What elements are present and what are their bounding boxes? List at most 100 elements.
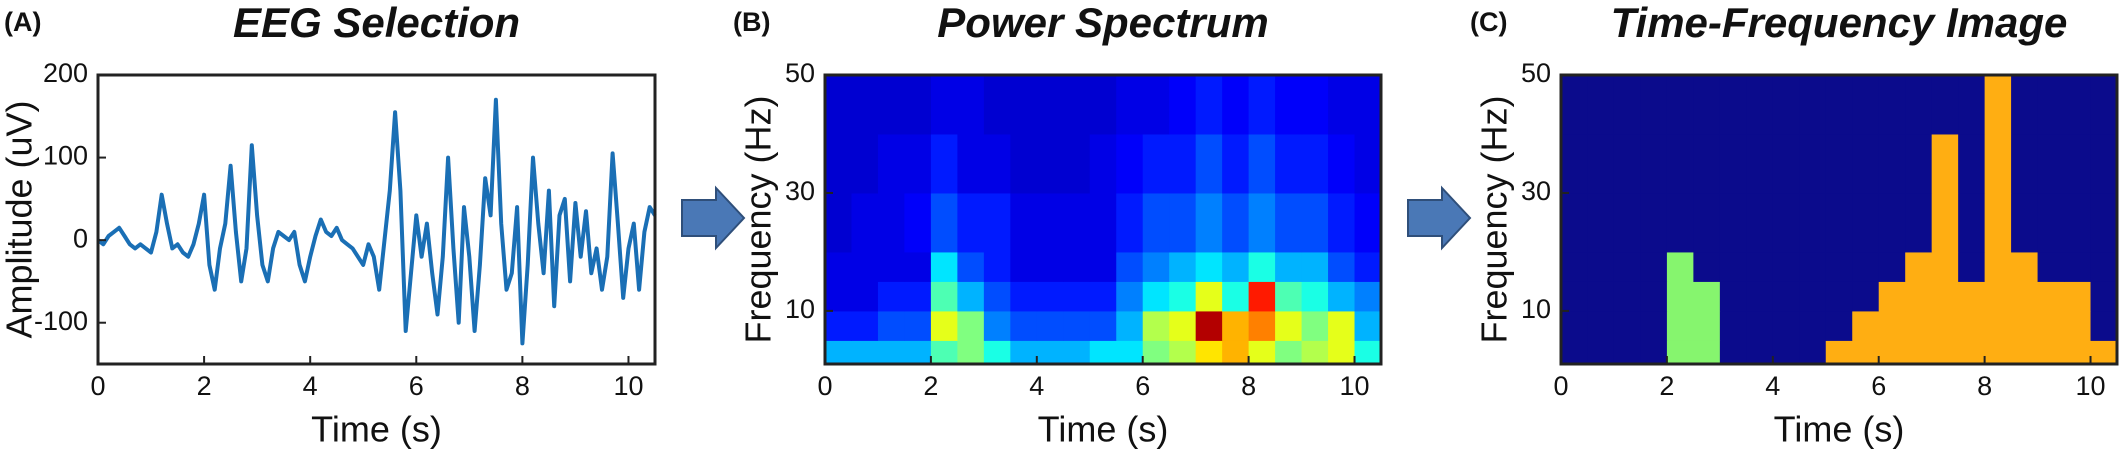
cell (1354, 133, 1382, 194)
cell (2064, 310, 2092, 341)
cell (1852, 133, 1880, 194)
cell (825, 133, 852, 194)
cell (2090, 192, 2118, 253)
cell (1878, 251, 1906, 282)
cell (1693, 192, 1721, 253)
x-tick-label: 8 (515, 371, 530, 401)
cell (1063, 75, 1091, 135)
cell (1640, 75, 1668, 135)
cell (1116, 192, 1144, 253)
cell (1984, 340, 2012, 365)
cell (1036, 133, 1064, 194)
cell (1222, 310, 1250, 341)
cell (2064, 340, 2092, 365)
chart-title: Power Spectrum (937, 0, 1268, 46)
cell (1984, 192, 2012, 253)
cell (1301, 251, 1329, 282)
cell (1772, 75, 1800, 135)
cell (1275, 192, 1303, 253)
cell (1905, 75, 1933, 135)
cell (930, 133, 958, 194)
cell (2037, 281, 2065, 312)
cell (1799, 251, 1827, 282)
cell (825, 251, 852, 282)
cell (1772, 251, 1800, 282)
cell (2037, 133, 2065, 194)
cell (1772, 192, 1800, 253)
cell (1799, 192, 1827, 253)
cell (1142, 340, 1170, 365)
cell (1825, 75, 1853, 135)
cell (1328, 251, 1356, 282)
x-tick-label: 4 (1765, 371, 1780, 401)
cell (1036, 310, 1064, 341)
cell (1248, 192, 1276, 253)
cell (904, 133, 932, 194)
cell (1248, 75, 1276, 135)
eeg-line (96, 97, 657, 346)
arrow (681, 185, 746, 251)
cell (1613, 251, 1641, 282)
cell (1010, 340, 1038, 365)
x-tick-label: 4 (303, 371, 318, 401)
cell (1613, 340, 1641, 365)
cell (1772, 281, 1800, 312)
cell (1719, 75, 1747, 135)
cell (1587, 192, 1615, 253)
cell (1693, 251, 1721, 282)
cell (957, 310, 985, 341)
cell (1116, 310, 1144, 341)
cell (1063, 310, 1091, 341)
cell (1640, 251, 1668, 282)
cell (1984, 281, 2012, 312)
cell (1640, 340, 1668, 365)
x-tick-label: 2 (197, 371, 212, 401)
plot-frame (96, 73, 657, 366)
cell (1195, 192, 1223, 253)
cell (1772, 340, 1800, 365)
cell (1248, 340, 1276, 365)
cell (1328, 192, 1356, 253)
cell (1746, 281, 1774, 312)
cell (1984, 251, 2012, 282)
x-tick-label: 0 (817, 371, 832, 401)
cell (1089, 251, 1117, 282)
cell (1063, 251, 1091, 282)
cell (1878, 310, 1906, 341)
cell (1328, 75, 1356, 135)
cell (1354, 281, 1382, 312)
cell (1852, 340, 1880, 365)
y-tick-label: 100 (43, 141, 88, 171)
cell (1169, 75, 1197, 135)
cell (1825, 192, 1853, 253)
cell (1931, 133, 1959, 194)
cell (1958, 281, 1986, 312)
x-tick-label: 6 (1135, 371, 1150, 401)
cell (2090, 340, 2118, 365)
cell (877, 281, 905, 312)
cell (1169, 251, 1197, 282)
cell (1666, 310, 1694, 341)
panel-label: (B) (733, 7, 770, 37)
cell (1089, 340, 1117, 365)
y-tick-label: 50 (785, 58, 815, 88)
cell (877, 340, 905, 365)
cell (1613, 133, 1641, 194)
cell (1613, 310, 1641, 341)
x-tick-label: 6 (409, 371, 424, 401)
cell (1063, 340, 1091, 365)
cell (1275, 251, 1303, 282)
plot-frame (1559, 73, 2119, 366)
x-tick-label: 2 (1659, 371, 1674, 401)
cell (2011, 281, 2039, 312)
cell (1328, 340, 1356, 365)
cell (1116, 251, 1144, 282)
cell (1195, 340, 1223, 365)
cell (1222, 251, 1250, 282)
cell (1354, 251, 1382, 282)
cell (851, 340, 879, 365)
cell (1089, 133, 1117, 194)
x-tick-label: 8 (1977, 371, 1992, 401)
cell (1222, 75, 1250, 135)
cell (1640, 192, 1668, 253)
